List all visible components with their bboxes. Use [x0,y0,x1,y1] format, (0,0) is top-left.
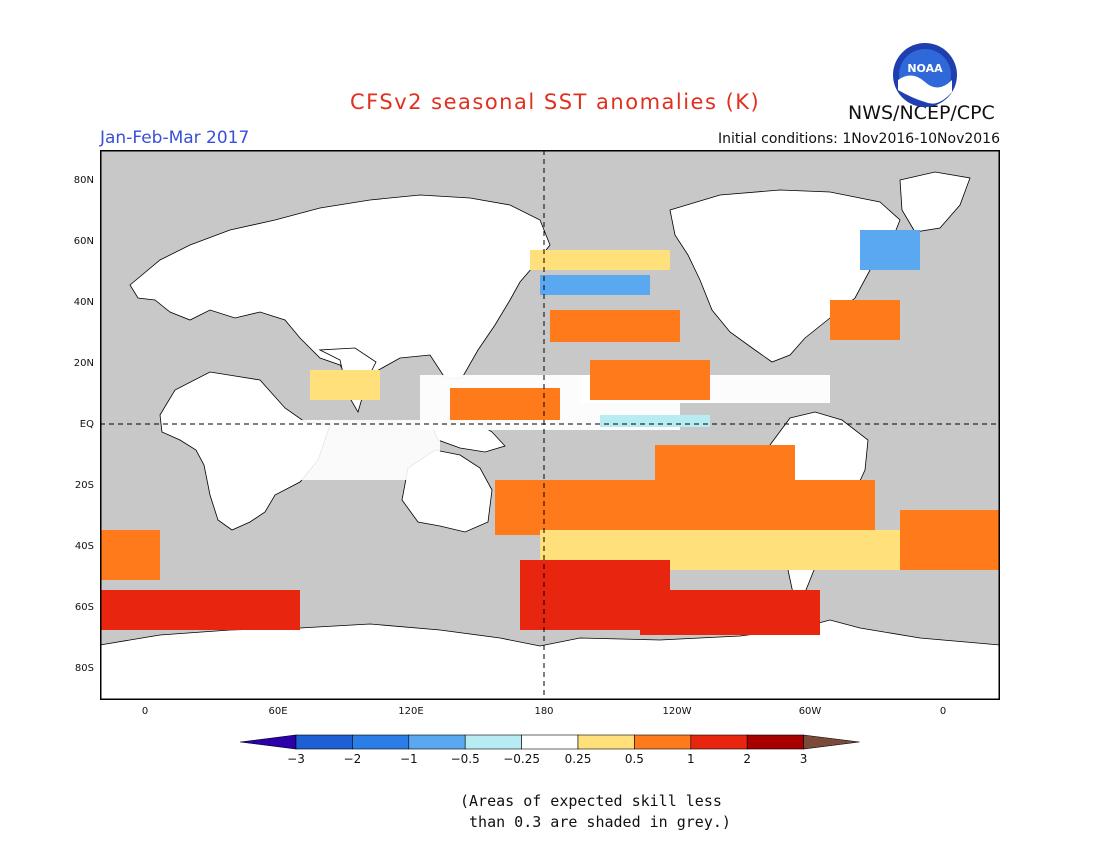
sst-anomaly-map [100,150,1000,700]
colorbar-tick-label: 1 [686,752,695,766]
lat-label: 80N [73,175,94,186]
colorbar-box [577,734,635,750]
colorbar-arrow-low [240,734,297,750]
land-greenland [899,171,971,233]
anomaly-patches [100,230,1000,635]
colorbar-tick-label: −2 [343,752,362,766]
colorbar-box [295,734,353,750]
anomaly-patch [550,310,680,342]
lat-label: 40N [73,297,94,308]
anomaly-patch [495,480,875,535]
colorbar-box [746,734,804,750]
colorbar-tick-label: 0.5 [624,752,644,766]
colorbar-box [521,734,579,750]
lon-label: 180 [534,706,554,717]
lon-label: 0 [939,706,947,717]
colorbar-tick-label: −0.25 [503,752,540,766]
anomaly-patch [280,420,440,480]
colorbar-box [690,734,748,750]
anomaly-patch [830,300,900,340]
map-title: CFSv2 seasonal SST anomalies (K) [350,90,761,114]
colorbar-tick-label: −1 [399,752,418,766]
initial-conditions: Initial conditions: 1Nov2016-10Nov2016 [717,131,1000,147]
anomaly-patch [100,590,300,630]
colorbar [240,734,860,750]
anomaly-patch [540,275,650,295]
lon-label: 60E [268,706,288,717]
lat-label: 80S [74,663,94,674]
lon-label: 120E [398,706,424,717]
lon-label: 120W [662,706,692,717]
lon-label: 60W [798,706,822,717]
forecast-period: Jan-Feb-Mar 2017 [100,128,250,148]
anomaly-patch [100,530,160,580]
colorbar-box [464,734,522,750]
colorbar-box [634,734,692,750]
colorbar-tick-label: −0.5 [450,752,480,766]
anomaly-patch [590,360,710,400]
colorbar-tick-label: 3 [799,752,808,766]
lat-label: 40S [74,541,94,552]
lat-label: EQ [79,419,94,430]
anomaly-patch [655,445,795,485]
skill-note-line2: than 0.3 are shaded in grey.) [460,813,731,831]
colorbar-tick-label: 0.25 [564,752,592,766]
colorbar-arrow-high [803,734,860,750]
anomaly-patch [310,370,380,400]
noaa-logo-text: NOAA [907,62,943,75]
agency-label: NWS/NCEP/CPC [848,102,995,124]
anomaly-patch [450,388,560,420]
skill-note-line1: (Areas of expected skill less [460,792,722,810]
colorbar-box [352,734,410,750]
anomaly-patch [640,590,820,635]
skill-note: (Areas of expected skill less than 0.3 a… [460,791,731,833]
lat-label: 60S [74,602,94,613]
land-africa [159,371,331,531]
colorbar-tick-label: −3 [287,752,305,766]
anomaly-patch [860,230,920,270]
noaa-logo: NOAA [893,43,957,107]
anomaly-patch [900,510,1000,570]
land-north-america [669,189,901,363]
lat-label: 20N [73,358,94,369]
anomaly-patch [600,415,710,427]
anomaly-patch [530,250,670,270]
lat-label: 60N [73,236,94,247]
colorbar-tick-label: 2 [743,752,751,766]
lon-label: 0 [141,706,149,717]
colorbar-segments [240,734,860,750]
lat-label: 20S [74,480,94,491]
colorbar-box [408,734,466,750]
map-frame [100,150,1000,700]
